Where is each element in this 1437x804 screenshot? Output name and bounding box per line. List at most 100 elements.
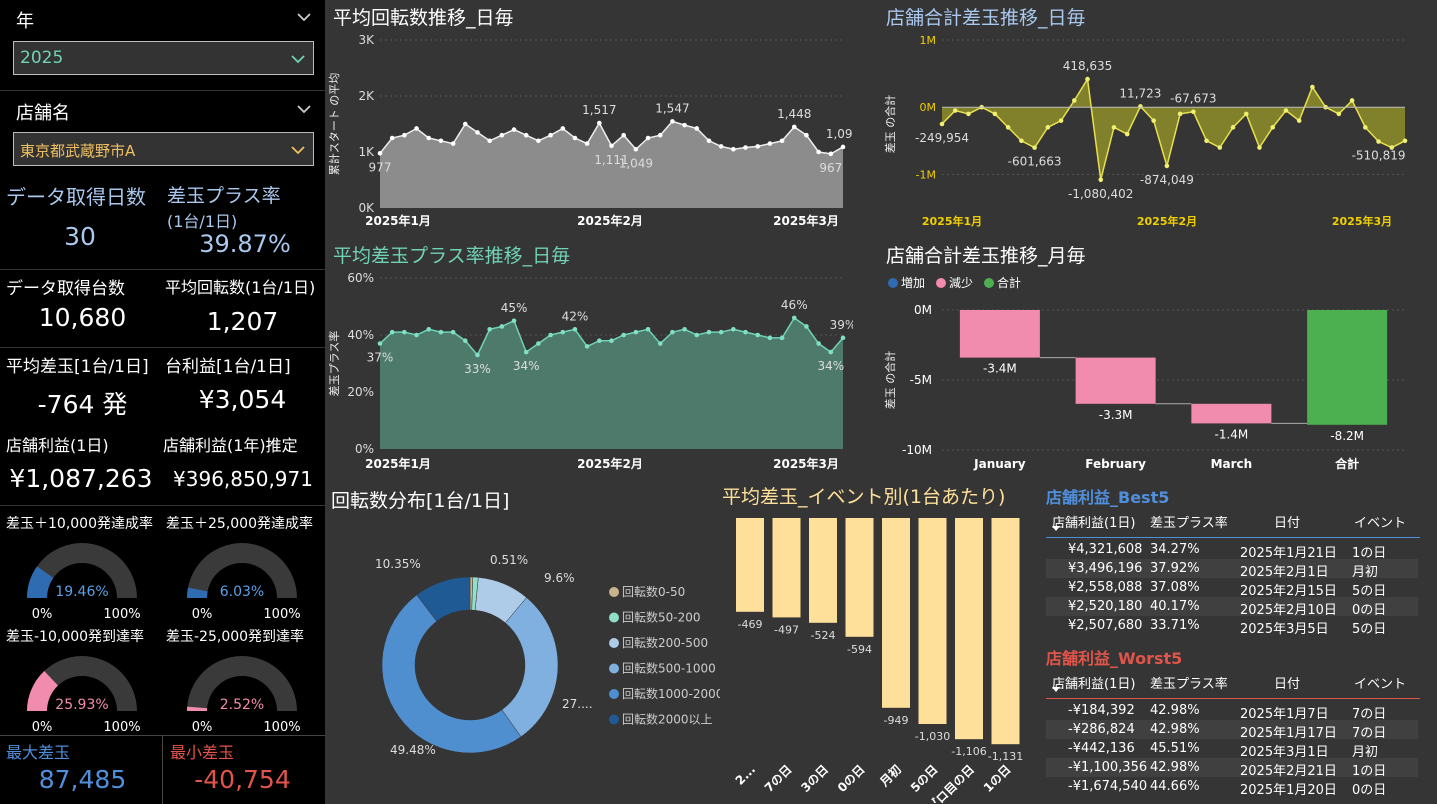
- data-point[interactable]: [743, 329, 748, 335]
- data-point[interactable]: [462, 121, 468, 127]
- data-point[interactable]: [1270, 125, 1276, 130]
- data-point[interactable]: [816, 341, 821, 346]
- data-point[interactable]: [816, 149, 821, 155]
- sort-desc-icon[interactable]: [1052, 687, 1060, 692]
- data-point[interactable]: [1019, 138, 1024, 144]
- data-point[interactable]: [657, 132, 663, 138]
- data-point[interactable]: [536, 341, 541, 346]
- data-point[interactable]: [1191, 109, 1196, 115]
- data-point[interactable]: [952, 108, 958, 113]
- table-header[interactable]: 店舗利益(1日): [1052, 677, 1136, 692]
- data-point[interactable]: [1230, 125, 1236, 130]
- bar[interactable]: [918, 518, 947, 724]
- data-point[interactable]: [438, 329, 444, 335]
- data-point[interactable]: [694, 332, 700, 338]
- data-point[interactable]: [572, 327, 578, 332]
- table-row[interactable]: ¥3,496,196 37.92% 2025年2月1日 月初: [1046, 559, 1418, 580]
- bar[interactable]: [1191, 403, 1272, 424]
- data-point[interactable]: [523, 132, 529, 138]
- data-point[interactable]: [475, 352, 480, 358]
- data-point[interactable]: [804, 132, 809, 138]
- data-point[interactable]: [609, 338, 614, 343]
- table-row[interactable]: -¥442,136 45.51% 2025年3月1日 月初: [1046, 739, 1418, 760]
- table-header[interactable]: 日付: [1274, 516, 1301, 531]
- event-diff-chart[interactable]: -469 2... -497 7の日 -524 3の日 -594 0の日 -949 月初 -1,03…: [722, 508, 1037, 803]
- data-point[interactable]: [670, 119, 675, 124]
- data-point[interactable]: [767, 335, 773, 341]
- data-point[interactable]: [706, 138, 712, 144]
- data-point[interactable]: [718, 144, 724, 149]
- data-point[interactable]: [1296, 118, 1302, 123]
- spin-distribution-donut[interactable]: 0.51% 9.6% 27.... 49.48% 10.35% 回転数0-50 回転数50-…: [330, 510, 720, 800]
- data-point[interactable]: [414, 332, 419, 338]
- data-point[interactable]: [1164, 163, 1170, 169]
- table-header[interactable]: 日付: [1274, 677, 1301, 692]
- data-point[interactable]: [475, 130, 480, 135]
- data-point[interactable]: [633, 146, 639, 152]
- data-point[interactable]: [1349, 98, 1355, 103]
- data-point[interactable]: [560, 329, 566, 335]
- bar[interactable]: [736, 518, 764, 612]
- data-point[interactable]: [939, 121, 945, 127]
- data-point[interactable]: [804, 324, 809, 329]
- data-point[interactable]: [536, 138, 541, 144]
- table-header[interactable]: 店舗利益(1日): [1052, 516, 1136, 531]
- data-point[interactable]: [621, 132, 626, 138]
- data-point[interactable]: [694, 126, 700, 131]
- table-header[interactable]: イベント: [1354, 516, 1407, 531]
- data-point[interactable]: [1204, 138, 1209, 144]
- data-point[interactable]: [633, 329, 639, 335]
- data-point[interactable]: [755, 144, 761, 149]
- table-header[interactable]: イベント: [1354, 677, 1407, 692]
- data-point[interactable]: [1376, 139, 1381, 144]
- store-dropdown[interactable]: 東京都武蔵野市A: [13, 132, 314, 166]
- data-point[interactable]: [767, 141, 773, 146]
- data-point[interactable]: [1138, 104, 1143, 109]
- data-point[interactable]: [670, 329, 675, 335]
- data-point[interactable]: [597, 338, 602, 343]
- table-row[interactable]: -¥1,674,540 44.66% 2025年1月20日 0の日: [1046, 777, 1418, 798]
- data-point[interactable]: [584, 141, 590, 146]
- chevron-down-icon[interactable]: [296, 12, 312, 22]
- bar[interactable]: [955, 518, 983, 740]
- year-dropdown[interactable]: 2025: [13, 41, 314, 75]
- data-point[interactable]: [731, 146, 736, 152]
- table-header[interactable]: 差玉プラス率: [1150, 516, 1228, 531]
- data-point[interactable]: [779, 335, 785, 341]
- data-point[interactable]: [1363, 125, 1368, 130]
- data-point[interactable]: [548, 132, 553, 138]
- data-point[interactable]: [1098, 177, 1104, 183]
- bar[interactable]: [991, 518, 1020, 745]
- data-point[interactable]: [828, 151, 834, 157]
- data-point[interactable]: [511, 318, 517, 324]
- data-point[interactable]: [414, 126, 419, 131]
- data-point[interactable]: [1177, 111, 1183, 117]
- data-point[interactable]: [584, 344, 590, 349]
- data-point[interactable]: [682, 122, 687, 128]
- data-point[interactable]: [731, 327, 736, 332]
- data-point[interactable]: [548, 332, 553, 338]
- bar[interactable]: [809, 518, 837, 623]
- data-point[interactable]: [840, 335, 846, 341]
- data-point[interactable]: [377, 150, 383, 156]
- data-point[interactable]: [1085, 76, 1090, 82]
- data-point[interactable]: [487, 327, 492, 332]
- data-point[interactable]: [426, 135, 432, 141]
- data-point[interactable]: [828, 349, 834, 355]
- data-point[interactable]: [438, 138, 444, 144]
- data-point[interactable]: [426, 327, 432, 332]
- data-point[interactable]: [1071, 98, 1077, 103]
- bar[interactable]: [1075, 357, 1156, 404]
- plus-rate-daily-chart[interactable]: 0% 20% 40% 60% 差玉プラス率 37% 33% 45% 34% 42% 46% 34% 39…: [328, 268, 853, 473]
- bar[interactable]: [882, 518, 910, 708]
- data-point[interactable]: [511, 127, 517, 132]
- data-point[interactable]: [1005, 125, 1011, 130]
- data-point[interactable]: [743, 145, 748, 150]
- data-point[interactable]: [645, 327, 651, 332]
- data-point[interactable]: [718, 329, 724, 335]
- sort-desc-icon[interactable]: [1052, 526, 1060, 531]
- donut-slice[interactable]: [416, 576, 471, 622]
- data-point[interactable]: [840, 144, 846, 150]
- data-point[interactable]: [377, 341, 383, 346]
